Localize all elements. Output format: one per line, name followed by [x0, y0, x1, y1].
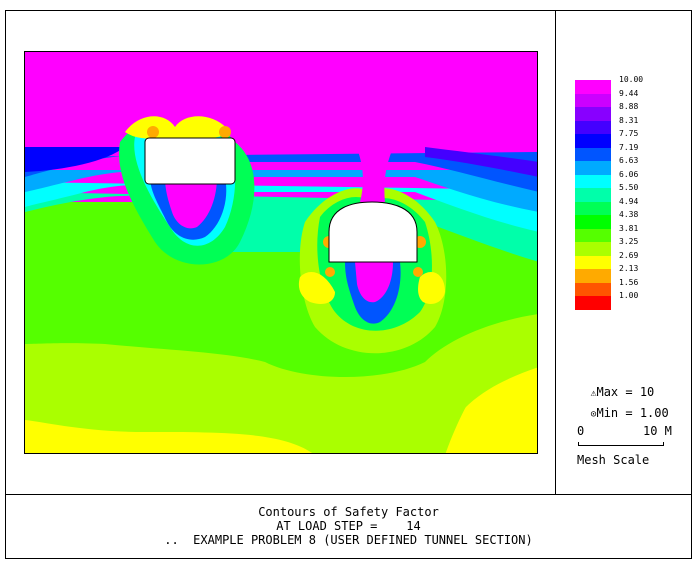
left-tunnel-hot-right — [219, 126, 231, 138]
contour-svg — [25, 52, 537, 453]
legend-swatch — [575, 215, 611, 229]
scale-right-label: 10 M — [643, 424, 672, 438]
legend-swatch — [575, 120, 611, 135]
yellow-foot-right — [418, 272, 445, 304]
legend-value: 3.81 — [619, 223, 639, 233]
legend-swatch — [575, 296, 611, 310]
legend-swatch — [575, 147, 611, 162]
left-tunnel-hot-left — [147, 126, 159, 138]
legend-swatch — [575, 228, 611, 243]
right-tunnel-hot-br — [413, 267, 423, 277]
title-line-2: AT LOAD STEP = 14 — [276, 519, 421, 533]
legend-swatch — [575, 269, 611, 283]
legend-value: 6.63 — [619, 156, 639, 165]
right-tunnel-magenta — [355, 262, 393, 303]
max-label: Max = 10 — [596, 385, 655, 399]
title-line-1: Contours of Safety Factor — [258, 505, 439, 519]
figure-frame — [5, 10, 692, 559]
band-darkblue — [25, 147, 125, 172]
legend-value: 1.56 — [619, 277, 639, 287]
legend-swatch — [575, 201, 611, 216]
legend-value: 2.13 — [619, 264, 639, 273]
left-tunnel-top-glow — [125, 116, 230, 140]
contour-plot — [24, 51, 538, 454]
legend-value: 8.31 — [619, 115, 639, 125]
legend-value: 5.50 — [619, 183, 639, 192]
max-stat: ⚠Max = 10 — [576, 371, 654, 401]
circle-icon: ⊙ — [590, 409, 597, 420]
yellow-foot-left — [298, 272, 335, 304]
legend-value: 9.44 — [619, 88, 639, 98]
legend-value: 4.38 — [619, 210, 639, 219]
right-tunnel-hot-bl — [325, 267, 335, 277]
min-stat: ⊙Min = 1.00 — [576, 392, 669, 422]
legend-swatch — [575, 134, 611, 148]
left-tunnel — [144, 137, 236, 185]
legend-value: 4.94 — [619, 196, 639, 206]
legend-swatch — [575, 188, 611, 202]
triangle-icon: ⚠ — [590, 388, 597, 399]
scale-left-label: 0 — [577, 424, 585, 438]
legend-value: 3.25 — [619, 237, 639, 246]
legend-value: 7.19 — [619, 142, 639, 152]
title-block — [5, 494, 692, 559]
band-teal — [25, 182, 537, 232]
band-blue — [25, 152, 537, 192]
legend-swatch — [575, 161, 611, 175]
legend-value: 8.88 — [619, 102, 639, 111]
legend-value: 6.06 — [619, 169, 639, 179]
legend-swatch — [575, 174, 611, 189]
legend-swatch — [575, 80, 611, 94]
legend-value: 7.75 — [619, 129, 639, 138]
right-tunnel-stalk — [350, 132, 400, 202]
scale-caption: Mesh Scale — [577, 453, 650, 467]
band-violet — [425, 147, 537, 177]
left-tunnel-magenta — [165, 177, 217, 229]
legend-swatch — [575, 107, 611, 121]
legend-swatch — [575, 242, 611, 256]
legend-value: 2.69 — [619, 250, 639, 260]
legend-value: 1.00 — [619, 291, 639, 300]
legend-swatch — [575, 255, 611, 270]
scale-bar — [578, 442, 664, 446]
min-label: Min = 1.00 — [596, 406, 669, 420]
legend-swatch — [575, 93, 611, 108]
title-line-3: .. EXAMPLE PROBLEM 8 (USER DEFINED TUNNE… — [164, 533, 533, 547]
panel-divider — [555, 10, 556, 495]
top-magenta — [25, 52, 537, 129]
right-tunnel — [328, 201, 418, 263]
legend-swatch — [575, 282, 611, 297]
legend-value: 10.00 — [619, 75, 644, 84]
